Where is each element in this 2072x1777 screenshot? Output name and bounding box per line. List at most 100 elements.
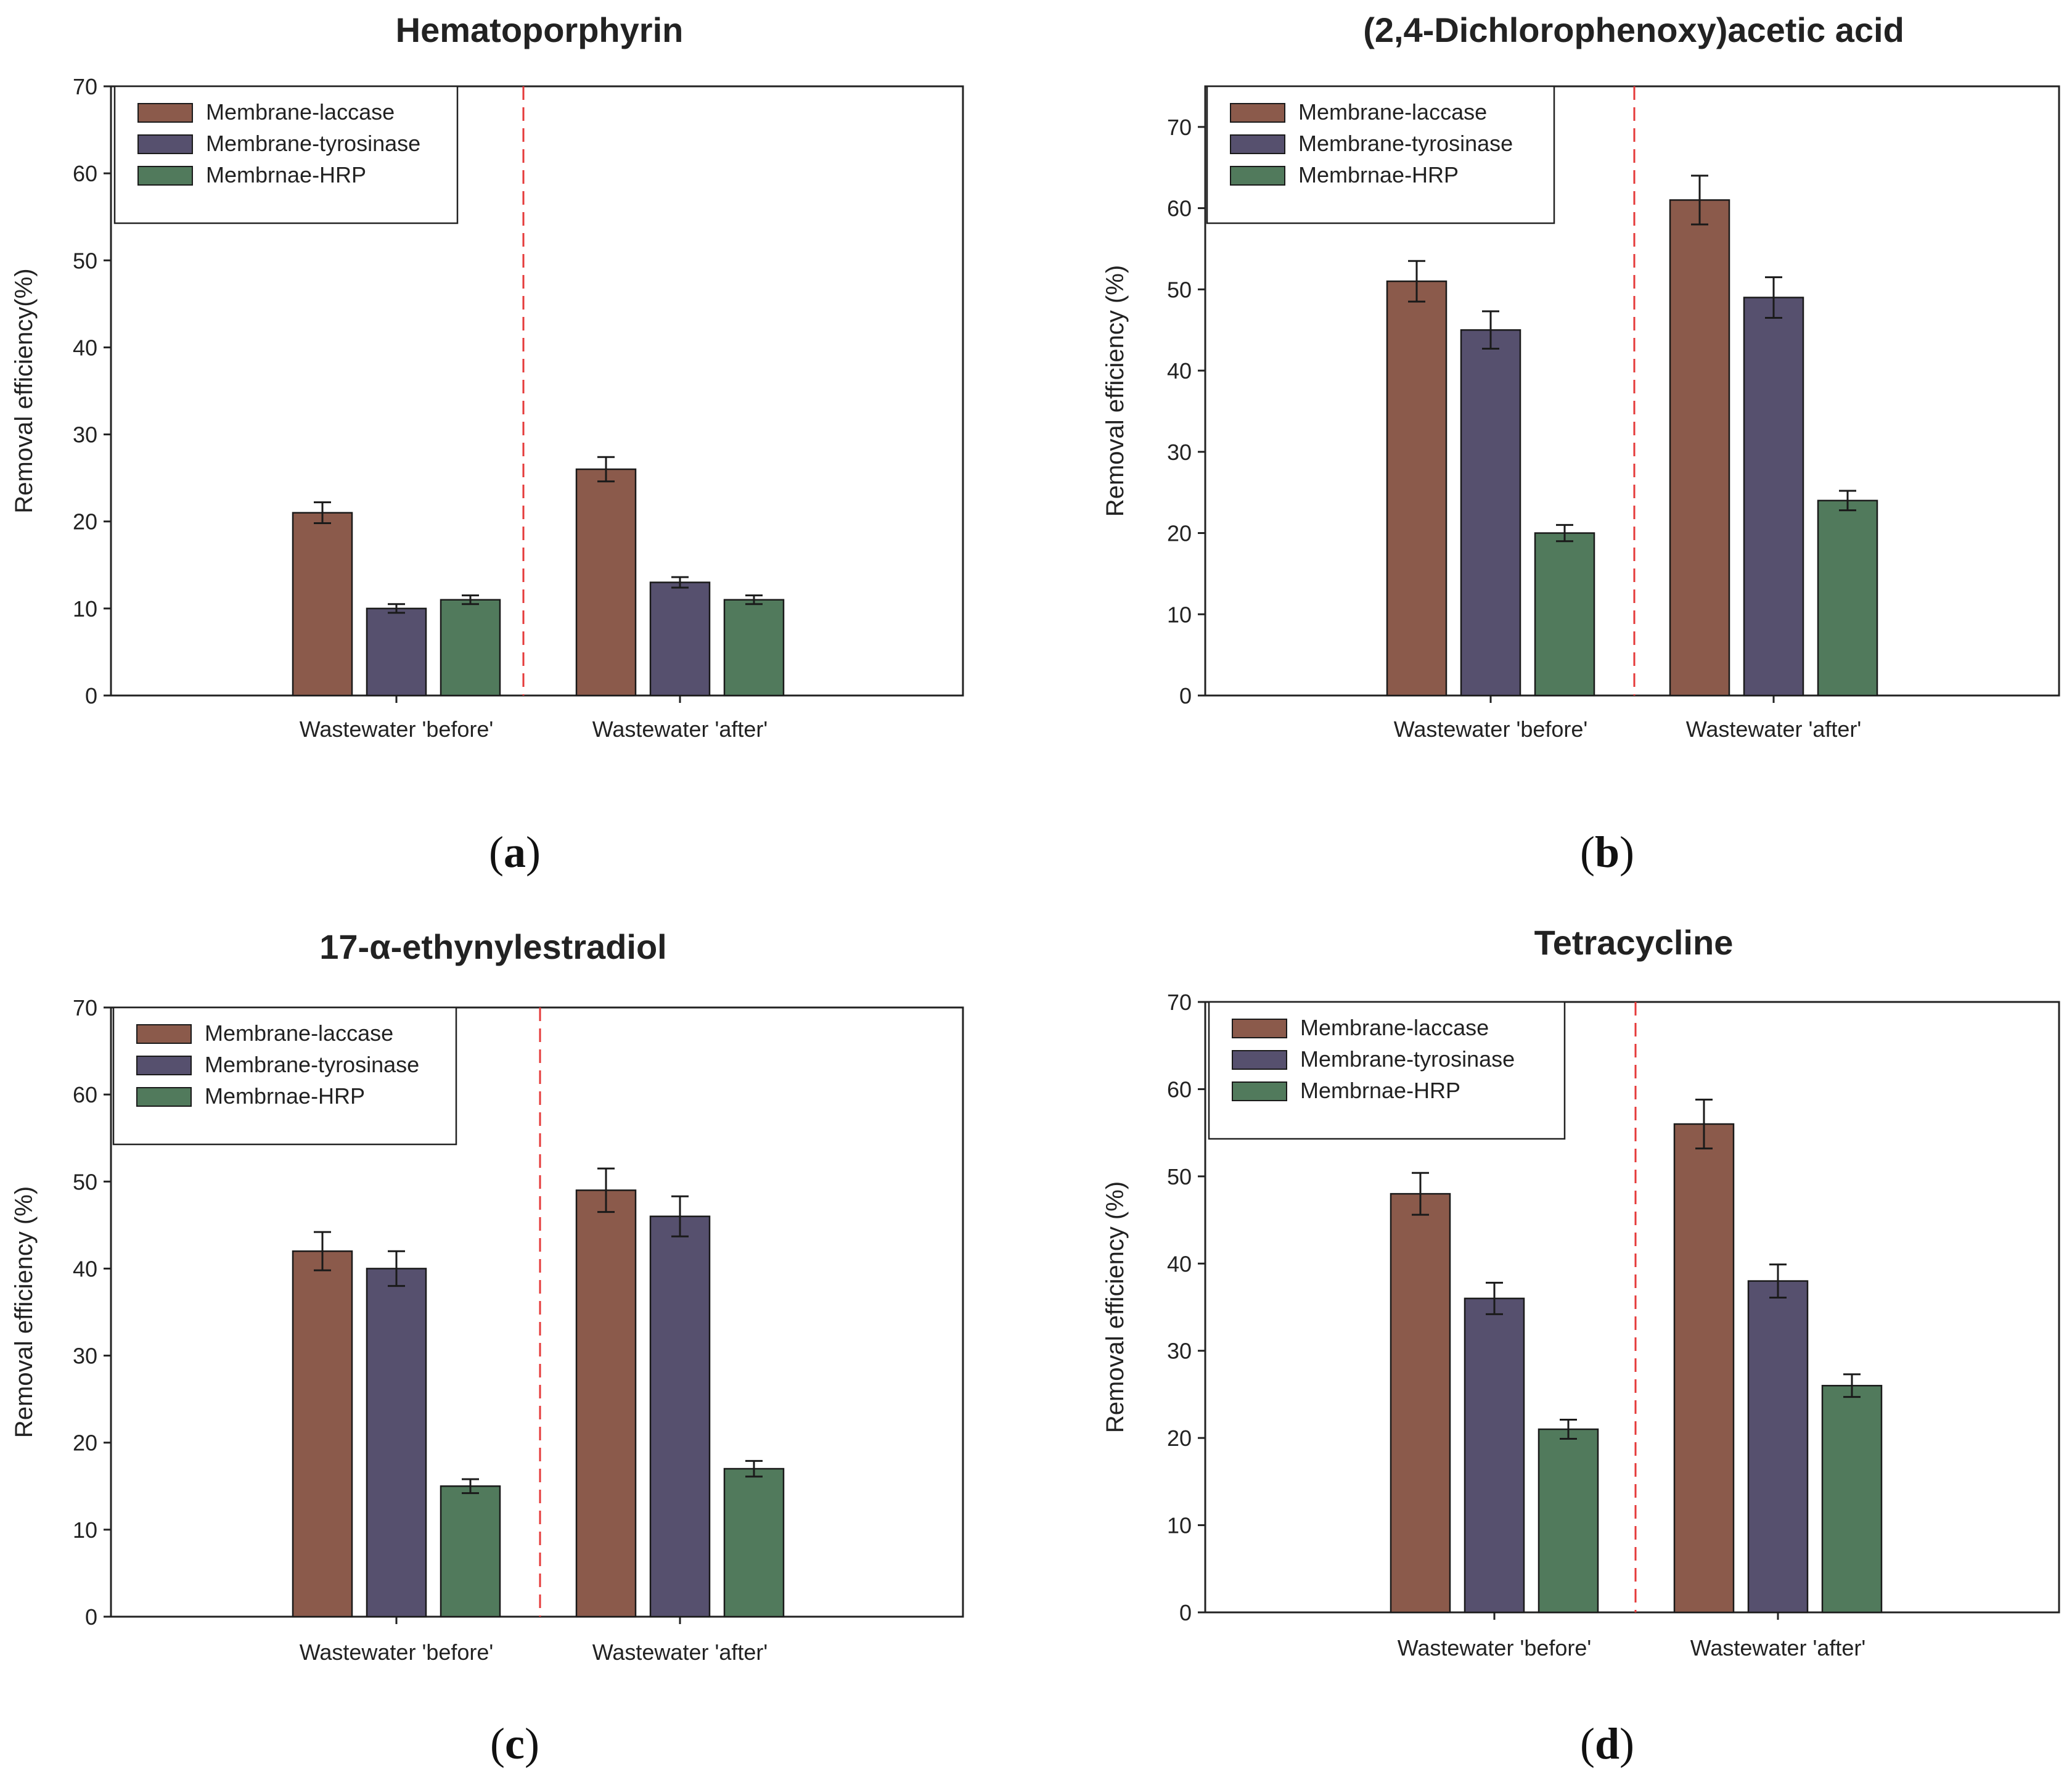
- y-tick-label: 60: [73, 161, 97, 186]
- bar-membrane-laccase-before: [1390, 1192, 1451, 1614]
- y-tick-label: 0: [85, 1604, 97, 1630]
- bar-membrnae-hrp-after: [1817, 499, 1878, 697]
- legend-swatch: [1230, 103, 1285, 123]
- y-tick-label: 40: [1167, 1251, 1192, 1276]
- legend-swatch: [136, 1087, 192, 1107]
- y-axis-label: Removal efficiency (%): [1102, 1181, 1129, 1433]
- chart-panel-d: Tetracycline 0 10 20 30 40 50 60 70 Removal effic…: [1102, 923, 2060, 1768]
- y-tick-label: 60: [1167, 196, 1192, 221]
- bar-membrane-tyrosinase-before: [366, 1268, 427, 1618]
- x-category-label: Wastewater 'before': [1394, 716, 1588, 742]
- x-category-label: Wastewater 'after': [1690, 1635, 1866, 1660]
- chart-title: 17-α-ethynylestradiol: [319, 927, 666, 966]
- x-category-label: Wastewater 'before': [300, 716, 494, 742]
- legend-label: Membrane-tyrosinase: [1298, 131, 1513, 156]
- x-category-label: Wastewater 'before': [1398, 1635, 1592, 1660]
- x-category-label: Wastewater 'after': [1686, 716, 1862, 742]
- y-tick-label: 30: [73, 1344, 97, 1369]
- plot-frame: [110, 85, 964, 697]
- legend-swatch: [137, 166, 193, 186]
- bar-membrane-tyrosinase-after: [649, 581, 711, 697]
- plot-frame: [1204, 85, 2060, 697]
- bar-membrane-laccase-after: [1673, 1123, 1735, 1614]
- plot-frame: [110, 1006, 964, 1618]
- y-tick-label: 40: [73, 335, 97, 360]
- legend-swatch: [1230, 166, 1285, 186]
- legend-label: Membrane-laccase: [206, 99, 395, 125]
- y-tick-label: 40: [1167, 358, 1192, 384]
- chart-title: Hematoporphyrin: [396, 10, 684, 49]
- bar-membrane-laccase-before: [1386, 280, 1448, 697]
- y-tick-label: 10: [73, 596, 97, 622]
- bar-membrane-tyrosinase-after: [1743, 297, 1804, 697]
- y-tick-label: 40: [73, 1256, 97, 1281]
- y-tick-label: 50: [73, 248, 97, 273]
- bar-membrane-tyrosinase-after: [1747, 1280, 1809, 1614]
- legend-swatch: [136, 1024, 192, 1044]
- legend-label: Membrnae-HRP: [205, 1083, 365, 1109]
- bar-membrnae-hrp-before: [1534, 532, 1595, 697]
- legend-label: Membrnae-HRP: [206, 162, 366, 187]
- legend-label: Membrnae-HRP: [1300, 1078, 1460, 1103]
- legend: Membrane-laccase Membrane-tyrosinase Membr…: [1208, 1001, 1566, 1140]
- x-category-label: Wastewater 'before': [300, 1640, 494, 1665]
- bar-membrane-laccase-after: [1669, 199, 1730, 697]
- bar-membrane-laccase-before: [292, 1250, 353, 1618]
- legend-swatch: [136, 1056, 192, 1075]
- legend-swatch: [1230, 134, 1285, 154]
- y-tick-label: 20: [73, 509, 97, 535]
- y-tick-label: 30: [1167, 440, 1192, 465]
- y-tick-label: 20: [1167, 521, 1192, 546]
- bar-membrane-tyrosinase-before: [1460, 329, 1521, 697]
- y-tick-label: 30: [73, 422, 97, 448]
- legend-label: Membrane-laccase: [205, 1020, 393, 1046]
- y-tick-label: 70: [1167, 115, 1192, 140]
- bar-membrane-laccase-after: [575, 468, 637, 697]
- legend: Membrane-laccase Membrane-tyrosinase Membr…: [112, 1006, 457, 1146]
- bar-membrane-tyrosinase-after: [649, 1215, 711, 1618]
- y-tick-label: 20: [73, 1430, 97, 1456]
- legend: Membrane-laccase Membrane-tyrosinase Membr…: [1206, 85, 1555, 224]
- y-axis-label: Removal efficiency (%): [1102, 265, 1129, 517]
- bar-membrnae-hrp-after: [1821, 1385, 1883, 1614]
- y-tick-label: 70: [1167, 990, 1192, 1015]
- y-tick-label: 50: [1167, 1164, 1192, 1189]
- plot-frame: [1204, 1001, 2060, 1614]
- bar-membrnae-hrp-before: [1538, 1428, 1599, 1614]
- bar-membrane-tyrosinase-before: [366, 607, 427, 697]
- y-tick-label: 50: [73, 1169, 97, 1194]
- y-tick-label: 0: [1179, 1600, 1192, 1625]
- legend-swatch: [137, 134, 193, 154]
- x-category-label: Wastewater 'after': [592, 1640, 768, 1665]
- panel-caption: (a): [489, 827, 541, 877]
- chart-title: (2,4-Dichlorophenoxy)acetic acid: [1363, 10, 1904, 49]
- y-tick-label: 60: [73, 1082, 97, 1107]
- bar-membrnae-hrp-after: [723, 1467, 785, 1618]
- x-category-label: Wastewater 'after': [592, 716, 768, 742]
- y-tick-label: 10: [1167, 1513, 1192, 1538]
- y-tick-label: 20: [1167, 1426, 1192, 1451]
- legend-swatch: [1232, 1019, 1287, 1038]
- y-axis-label: Removal efficiency(%): [10, 268, 38, 513]
- y-tick-label: 70: [73, 995, 97, 1020]
- bar-membrane-tyrosinase-before: [1464, 1297, 1525, 1614]
- y-tick-label: 0: [1179, 683, 1192, 708]
- legend-swatch: [1232, 1050, 1287, 1070]
- legend-swatch: [1232, 1081, 1287, 1101]
- y-tick-label: 10: [1167, 602, 1192, 627]
- panel-caption: (b): [1580, 827, 1634, 877]
- bar-membrnae-hrp-after: [723, 599, 785, 697]
- bar-membrnae-hrp-before: [440, 599, 501, 697]
- legend-label: Membrane-laccase: [1300, 1015, 1489, 1040]
- legend-label: Membrnae-HRP: [1298, 162, 1459, 187]
- y-axis-label: Removal efficiency (%): [10, 1186, 38, 1438]
- chart-panel-c: 17-α-ethynylestradiol 0 10 20 30 40 50 60 70 Remo…: [10, 927, 964, 1768]
- chart-panel-b: (2,4-Dichlorophenoxy)acetic acid 0 10 20 30 4…: [1102, 10, 2060, 877]
- bar-membrane-laccase-after: [575, 1189, 637, 1618]
- chart-title: Tetracycline: [1534, 923, 1734, 962]
- y-tick-label: 0: [85, 683, 97, 708]
- legend-label: Membrane-laccase: [1298, 99, 1487, 125]
- legend-label: Membrane-tyrosinase: [205, 1052, 419, 1077]
- panel-caption: (d): [1580, 1719, 1634, 1768]
